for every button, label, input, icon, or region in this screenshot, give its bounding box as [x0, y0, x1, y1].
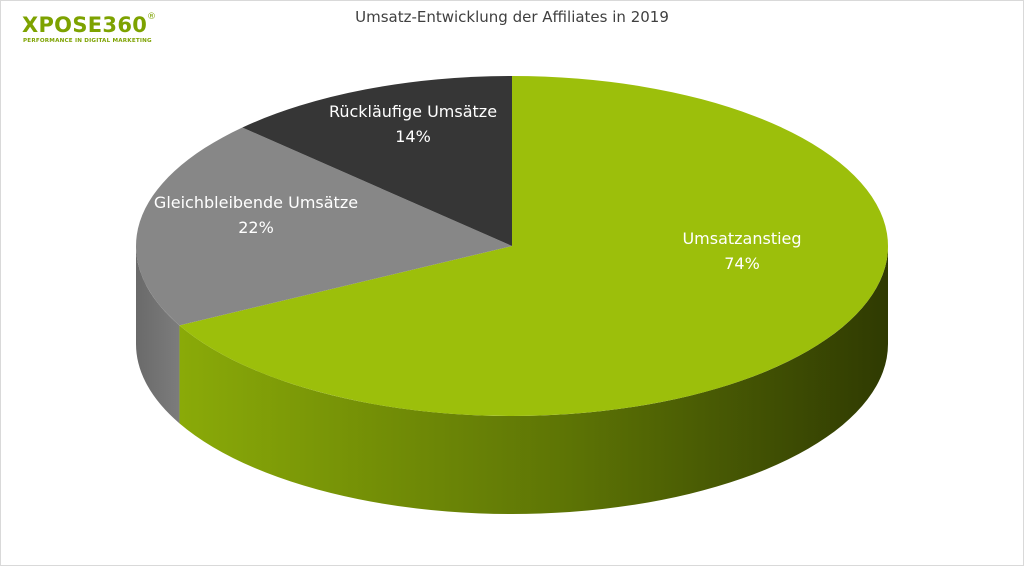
registered-mark: ® [147, 12, 156, 22]
pie-top-faces [136, 76, 889, 417]
pie-side-0 [179, 246, 888, 514]
pie-slice-0 [179, 76, 889, 417]
slice-value-0: 74% [724, 254, 760, 273]
pie-slice-1 [136, 127, 512, 326]
logo-tagline: PERFORMANCE IN DIGITAL MARKETING [23, 38, 152, 44]
logo-wordmark: XPOSE360 [22, 13, 148, 37]
brand-logo: XPOSE360 ® PERFORMANCE IN DIGITAL MARKET… [22, 12, 162, 52]
slice-value-1: 22% [238, 218, 274, 237]
slice-label-2: Rückläufige Umsätze [329, 102, 497, 121]
slice-label-0: Umsatzanstieg [682, 229, 801, 248]
pie-labels: Umsatzanstieg 74% Gleichbleibende Umsätze 2… [154, 102, 802, 273]
pie-slice-2 [242, 76, 512, 246]
pie-side-1 [136, 246, 180, 424]
slice-label-1: Gleichbleibende Umsätze [154, 193, 358, 212]
chart-title: Umsatz-Entwicklung der Affiliates in 201… [355, 8, 669, 26]
slice-value-2: 14% [395, 127, 431, 146]
pie-side-walls [136, 246, 888, 514]
